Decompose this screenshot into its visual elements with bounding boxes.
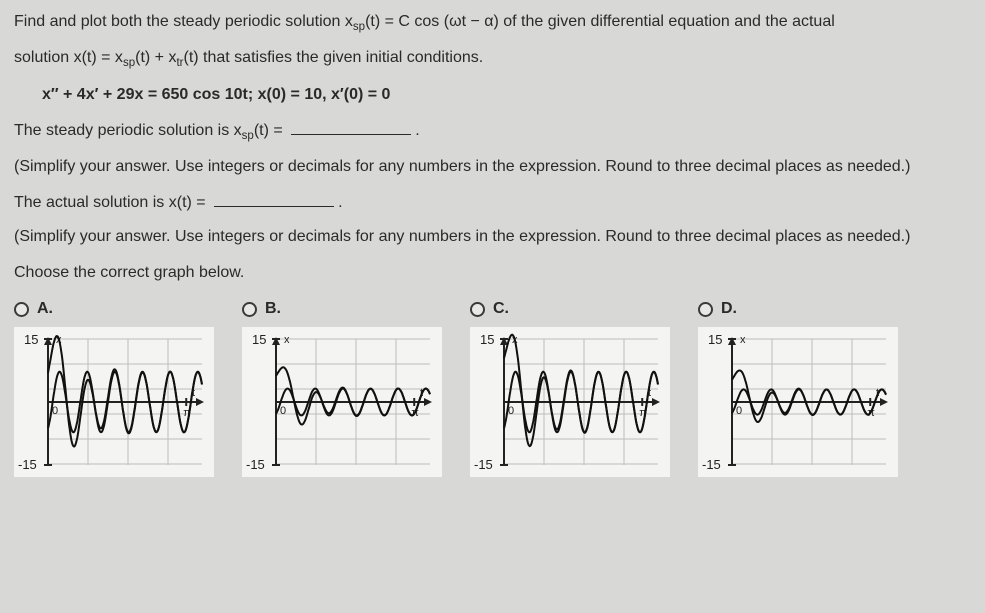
choice-label-C: C. xyxy=(493,297,509,321)
steady-periodic-prompt: The steady periodic solution is xsp(t) =… xyxy=(14,119,971,145)
graph-A: xt015-15π xyxy=(14,327,214,477)
svg-text:15: 15 xyxy=(252,332,266,347)
actual-solution-prompt: The actual solution is x(t) = . xyxy=(14,191,971,215)
choice-D: D. xt015-15π xyxy=(698,297,898,477)
steady-label-b: (t) = xyxy=(254,122,287,139)
svg-text:-15: -15 xyxy=(18,457,37,472)
svg-text:x: x xyxy=(740,334,746,346)
svg-text:-15: -15 xyxy=(702,457,721,472)
sub-sp-3: sp xyxy=(242,130,254,142)
intro-1b: (t) = C cos (ωt − α) of the given differ… xyxy=(365,13,835,30)
steady-hint: (Simplify your answer. Use integers or d… xyxy=(14,155,971,179)
intro-2c: (t) that satisfies the given initial con… xyxy=(184,49,484,66)
svg-text:0: 0 xyxy=(736,405,742,417)
svg-text:0: 0 xyxy=(280,405,286,417)
period-2: . xyxy=(338,194,342,211)
differential-equation: x′′ + 4x′ + 29x = 650 cos 10t; x(0) = 10… xyxy=(42,83,971,107)
steady-label-a: The steady periodic solution is x xyxy=(14,122,242,139)
steady-answer-blank[interactable] xyxy=(291,119,411,135)
radio-A[interactable] xyxy=(14,302,29,317)
graph-B: xt015-15π xyxy=(242,327,442,477)
graph-choices: A. xt015-15π B. xt015-15π C. xt015-15π D… xyxy=(14,297,971,477)
svg-text:15: 15 xyxy=(24,332,38,347)
choice-B: B. xt015-15π xyxy=(242,297,442,477)
period-1: . xyxy=(415,122,419,139)
actual-answer-blank[interactable] xyxy=(214,191,334,207)
radio-C[interactable] xyxy=(470,302,485,317)
intro-2a: solution x(t) = x xyxy=(14,49,123,66)
svg-text:-15: -15 xyxy=(246,457,265,472)
intro-line1: Find and plot both the steady periodic s… xyxy=(14,10,971,36)
choice-C: C. xt015-15π xyxy=(470,297,670,477)
choice-A: A. xt015-15π xyxy=(14,297,214,477)
actual-label: The actual solution is x(t) = xyxy=(14,194,210,211)
choice-label-B: B. xyxy=(265,297,281,321)
intro-line2: solution x(t) = xsp(t) + xtr(t) that sat… xyxy=(14,46,971,72)
radio-D[interactable] xyxy=(698,302,713,317)
actual-hint: (Simplify your answer. Use integers or d… xyxy=(14,225,971,249)
sub-sp-2: sp xyxy=(123,58,135,70)
svg-text:15: 15 xyxy=(708,332,722,347)
graph-D: xt015-15π xyxy=(698,327,898,477)
sub-tr: tr xyxy=(176,58,183,70)
svg-text:-15: -15 xyxy=(474,457,493,472)
intro-1a: Find and plot both the steady periodic s… xyxy=(14,13,353,30)
svg-text:15: 15 xyxy=(480,332,494,347)
choice-label-A: A. xyxy=(37,297,53,321)
choose-graph-label: Choose the correct graph below. xyxy=(14,261,971,285)
sub-sp-1: sp xyxy=(353,21,365,33)
svg-text:x: x xyxy=(284,334,290,346)
graph-C: xt015-15π xyxy=(470,327,670,477)
intro-2b: (t) + x xyxy=(135,49,176,66)
radio-B[interactable] xyxy=(242,302,257,317)
choice-label-D: D. xyxy=(721,297,737,321)
